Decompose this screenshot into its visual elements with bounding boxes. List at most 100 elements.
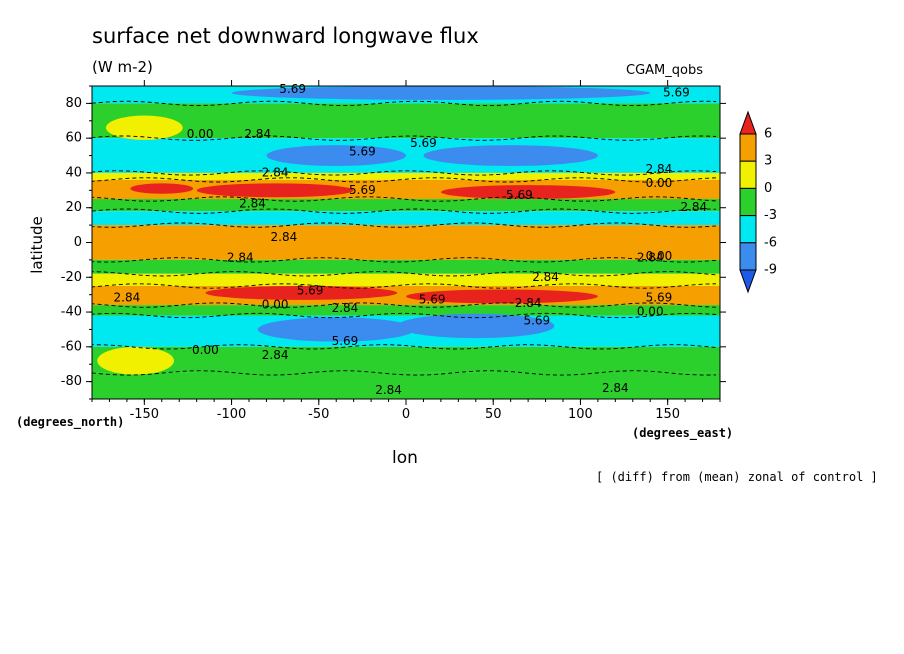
chart-units: (W m-2) bbox=[92, 58, 153, 76]
contour-label: 2.84 bbox=[262, 165, 289, 179]
contour-line bbox=[91, 170, 717, 176]
y-tick-label: -60 bbox=[61, 339, 82, 354]
colorbar-label: 0 bbox=[764, 181, 772, 196]
contour-label: 2.84 bbox=[646, 162, 673, 176]
colorbar-cell bbox=[739, 215, 757, 244]
contour-line bbox=[91, 344, 717, 350]
contour-label: 2.84 bbox=[262, 348, 289, 362]
contour-line bbox=[91, 196, 717, 202]
colorbar-label: -3 bbox=[764, 208, 777, 223]
x-axis-label: lon bbox=[392, 448, 418, 468]
contour-label: 5.69 bbox=[506, 188, 533, 202]
y-tick-label: -20 bbox=[61, 270, 82, 285]
contour-label: 5.69 bbox=[523, 313, 550, 327]
contour-label: 2.84 bbox=[332, 301, 359, 315]
x-tick-label: 50 bbox=[485, 407, 502, 422]
contour-label: 5.69 bbox=[663, 85, 690, 99]
x-tick-label: 0 bbox=[402, 407, 410, 422]
contour-label: 0.00 bbox=[192, 343, 219, 357]
heatmap-feature bbox=[397, 313, 555, 339]
heatmap-band bbox=[92, 273, 720, 286]
contour-label: 2.84 bbox=[532, 270, 559, 284]
heatmap-feature bbox=[105, 115, 183, 140]
colorbar-label: -6 bbox=[764, 235, 777, 250]
contour-label: 5.69 bbox=[297, 284, 324, 298]
x-tick-label: -100 bbox=[217, 407, 247, 422]
heatmap-feature bbox=[440, 185, 616, 200]
contour-label: 5.69 bbox=[349, 183, 376, 197]
colorbar-cell bbox=[739, 160, 757, 189]
contour-label: 5.69 bbox=[279, 82, 306, 96]
colorbar-cell bbox=[739, 133, 757, 162]
heatmap-band bbox=[92, 285, 720, 306]
heatmap-band bbox=[92, 305, 720, 316]
colorbar-cell bbox=[739, 269, 757, 294]
contour-label: 5.69 bbox=[349, 145, 376, 159]
y-tick-label: 80 bbox=[65, 96, 82, 111]
contour-label: 2.84 bbox=[637, 251, 664, 265]
footnote: [ (diff) from (mean) zonal of control ] bbox=[596, 470, 878, 484]
y-tick-label: 60 bbox=[65, 131, 82, 146]
x-tick-label: -150 bbox=[130, 407, 160, 422]
contour-label: 2.84 bbox=[227, 251, 254, 265]
contour-label: 5.69 bbox=[332, 334, 359, 348]
contour-label: 2.84 bbox=[680, 200, 707, 214]
x-tick-label: 150 bbox=[655, 407, 680, 422]
chart-title: surface net downward longwave flux bbox=[92, 24, 479, 48]
y-tick-label: 40 bbox=[65, 165, 82, 180]
contour-line bbox=[91, 257, 717, 263]
heatmap-feature bbox=[231, 86, 651, 100]
heatmap-band bbox=[92, 172, 720, 180]
dataset-label: CGAM_qobs bbox=[626, 63, 703, 78]
heatmap-feature bbox=[423, 145, 598, 166]
contour-label: 0.00 bbox=[262, 298, 289, 312]
contour-line bbox=[91, 271, 717, 277]
contour-line bbox=[91, 312, 717, 319]
contour-label: 0.00 bbox=[646, 249, 673, 263]
heatmap-feature bbox=[266, 145, 406, 166]
colorbar-label: 6 bbox=[764, 127, 772, 142]
contour-label: 0.00 bbox=[187, 127, 214, 141]
y-tick-label: 0 bbox=[74, 235, 82, 250]
contour-label: 2.84 bbox=[114, 291, 141, 305]
contour-line bbox=[91, 100, 717, 107]
contour-label: 2.84 bbox=[271, 230, 298, 244]
y-tick-label: -80 bbox=[61, 374, 82, 389]
colorbar-label: -9 bbox=[764, 263, 777, 278]
colorbar-label: 3 bbox=[764, 154, 772, 169]
contour-label: 2.84 bbox=[602, 381, 629, 395]
y-tick-label: -40 bbox=[61, 305, 82, 320]
heatmap-feature bbox=[484, 357, 677, 379]
heatmap-feature bbox=[196, 183, 354, 198]
heatmap-feature bbox=[257, 317, 415, 342]
heatmap-feature bbox=[130, 183, 194, 194]
contour-line bbox=[91, 222, 717, 228]
heatmap-band bbox=[92, 199, 720, 212]
heatmap-feature bbox=[406, 289, 598, 304]
y-axis-units: (degrees_north) bbox=[16, 415, 125, 429]
heatmap-feature bbox=[205, 285, 398, 300]
colorbar-cell bbox=[739, 242, 757, 271]
contour-line bbox=[91, 135, 717, 141]
contour-line bbox=[91, 208, 717, 214]
x-tick-label: 100 bbox=[568, 407, 593, 422]
heatmap-band bbox=[92, 225, 720, 260]
contour-label: 2.84 bbox=[515, 296, 542, 310]
contour-line bbox=[91, 177, 717, 183]
x-axis-units: (degrees_east) bbox=[632, 426, 734, 440]
contour-label: 5.69 bbox=[419, 292, 446, 306]
contour-line bbox=[91, 370, 717, 376]
contour-label: 2.84 bbox=[239, 197, 266, 211]
contour-label: 5.69 bbox=[646, 291, 673, 305]
contour-label: 0.00 bbox=[637, 305, 664, 319]
heatmap-band bbox=[92, 211, 720, 226]
contour-label: 2.84 bbox=[375, 383, 402, 397]
contour-label: 0.00 bbox=[646, 176, 673, 190]
contour-label: 5.69 bbox=[410, 136, 437, 150]
colorbar-cell bbox=[739, 187, 757, 217]
heatmap-feature bbox=[196, 362, 406, 384]
heatmap-band bbox=[92, 259, 720, 274]
colorbar-cell bbox=[739, 110, 757, 135]
contour-line bbox=[91, 283, 717, 289]
